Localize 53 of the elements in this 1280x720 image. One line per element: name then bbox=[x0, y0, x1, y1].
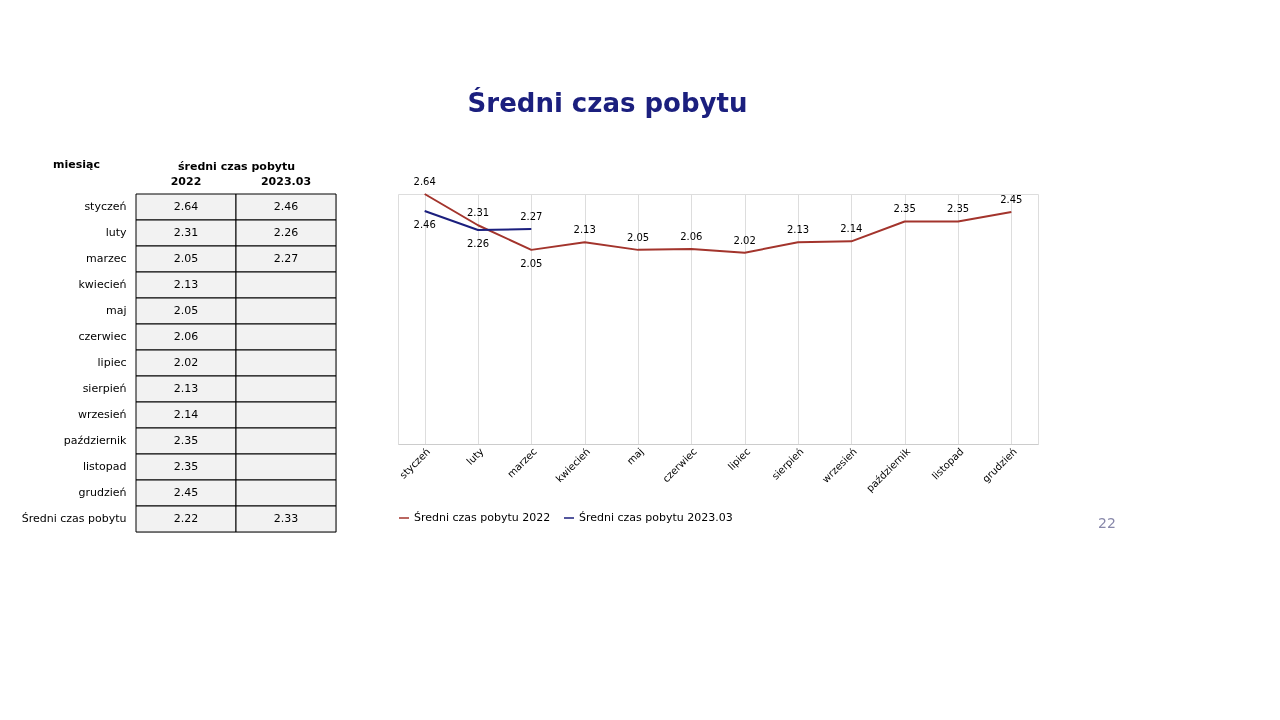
y-tick-label: październik bbox=[63, 434, 128, 447]
data-label: 2.45 bbox=[173, 486, 199, 499]
x-tick-label: 2023.03 bbox=[260, 174, 312, 188]
data-label: 2.14 bbox=[173, 408, 199, 421]
data-label: 2.31 bbox=[173, 226, 199, 239]
y-tick-label: czerwiec bbox=[78, 330, 127, 343]
y-tick-label: luty bbox=[105, 226, 127, 239]
data-label: 2.05 bbox=[520, 257, 543, 269]
y-tick-label: sierpień bbox=[82, 382, 127, 395]
x-tick-label: 2022 bbox=[170, 174, 202, 188]
data-label: 2.33 bbox=[273, 512, 299, 525]
data-label: 2.46 bbox=[273, 200, 299, 213]
chart-title: Średni czas pobytu bbox=[467, 87, 748, 118]
y-tick-label: lipiec bbox=[97, 356, 127, 369]
data-label: 2.05 bbox=[626, 231, 650, 243]
data-label: 2.64 bbox=[173, 200, 199, 213]
data-label: 2.26 bbox=[466, 237, 490, 249]
data-label: 2.06 bbox=[173, 330, 199, 343]
data-label: 2.35 bbox=[893, 203, 916, 215]
x-axis-title: średni czas pobytu bbox=[177, 159, 296, 173]
data-label: 2.06 bbox=[680, 230, 703, 242]
y-tick-label: styczeń bbox=[84, 200, 127, 213]
data-label: 2.13 bbox=[573, 224, 596, 236]
legend-label: Średni czas pobytu 2023.03 bbox=[579, 511, 733, 524]
y-tick-label: Średni czas pobytu bbox=[21, 512, 127, 525]
y-tick-label: grudzień bbox=[78, 486, 127, 499]
data-label: 2.27 bbox=[273, 252, 299, 265]
data-label: 2.13 bbox=[786, 224, 810, 236]
data-label: 2.13 bbox=[173, 278, 199, 291]
y-axis-title: miesiąc bbox=[53, 157, 100, 171]
data-label: 2.46 bbox=[413, 219, 436, 231]
legend-label: Średni czas pobytu 2022 bbox=[414, 511, 551, 524]
data-label: 2.02 bbox=[173, 356, 199, 369]
data-label: 2.35 bbox=[173, 434, 199, 447]
y-tick-label: wrzesień bbox=[77, 408, 127, 421]
data-label: 2.14 bbox=[840, 223, 863, 235]
data-label: 2.27 bbox=[520, 211, 543, 223]
data-label: 2.64 bbox=[413, 176, 436, 187]
y-tick-label: kwiecień bbox=[78, 278, 127, 291]
data-label: 2.31 bbox=[466, 207, 490, 219]
data-label: 2.05 bbox=[173, 304, 199, 317]
data-label: 2.26 bbox=[273, 226, 299, 239]
data-label: 2.22 bbox=[173, 512, 199, 525]
data-label: 2.35 bbox=[173, 460, 199, 473]
text: 22 bbox=[1098, 515, 1116, 531]
data-label: 2.35 bbox=[946, 203, 970, 215]
data-label: 2.13 bbox=[173, 382, 199, 395]
y-tick-label: marzec bbox=[85, 252, 127, 265]
y-tick-label: maj bbox=[105, 304, 127, 317]
data-label: 2.05 bbox=[173, 252, 199, 265]
data-label: 2.45 bbox=[1000, 193, 1023, 205]
x-tick-label: luty bbox=[464, 445, 486, 467]
data-label: 2.02 bbox=[733, 234, 756, 246]
